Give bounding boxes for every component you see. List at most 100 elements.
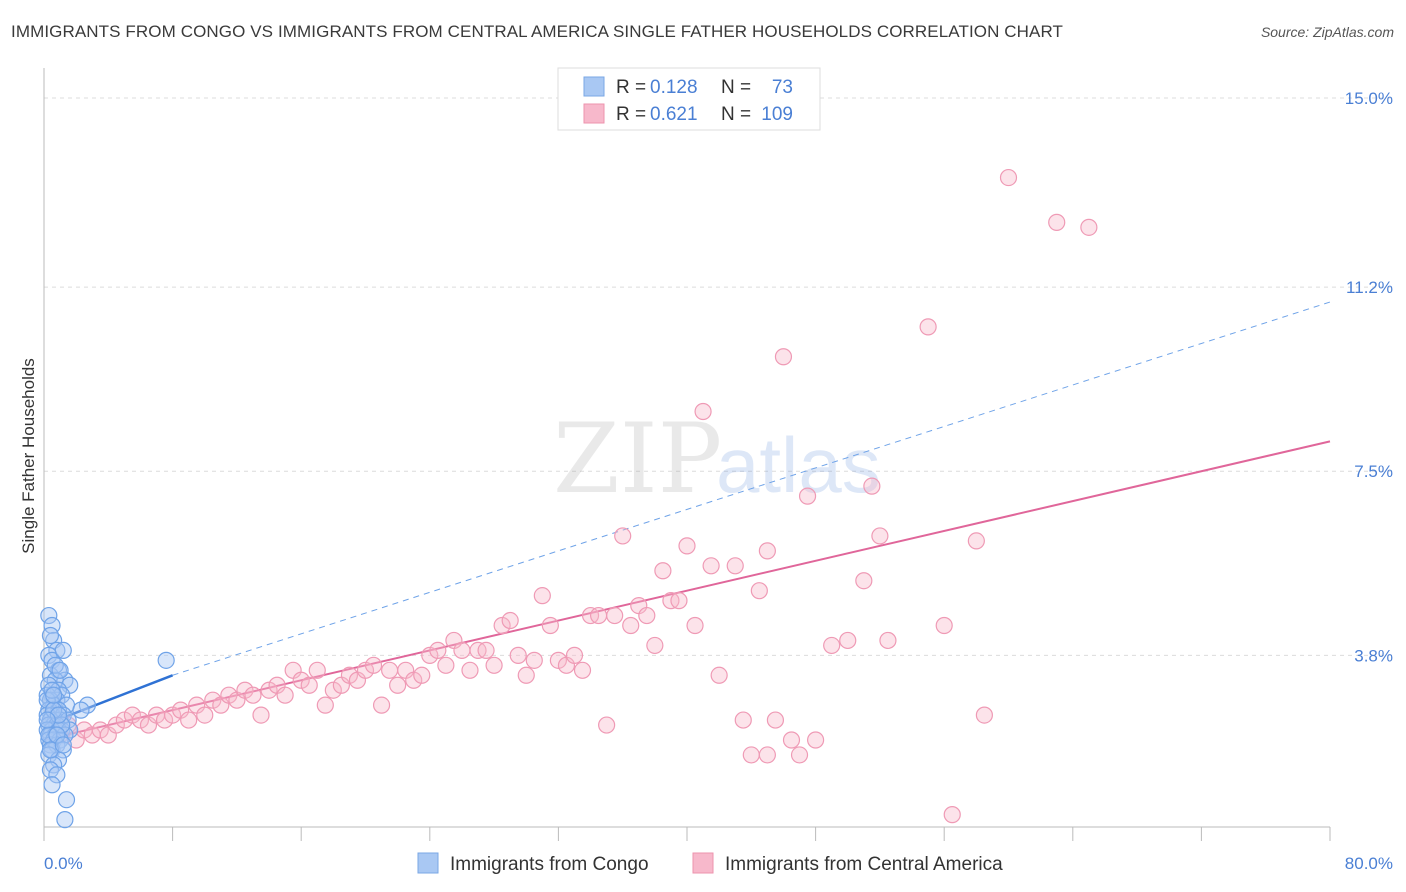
point-congo-55	[48, 766, 66, 784]
point-central-america-59	[525, 651, 543, 669]
point-congo-25	[72, 701, 90, 719]
watermark-atlas: atlas	[716, 421, 881, 509]
trend-line-congo-extension	[172, 301, 1331, 676]
point-central-america-79	[686, 616, 704, 635]
point-central-america-90	[782, 731, 801, 749]
point-congo-3	[41, 626, 60, 645]
point-central-america-28	[276, 686, 294, 704]
point-central-america-40	[372, 696, 391, 714]
legend-r-label-1: R =	[616, 77, 646, 98]
y-tick-labels: 3.8% 7.5% 11.2% 15.0%	[1345, 89, 1393, 665]
point-central-america-89	[774, 348, 793, 366]
point-central-america-67	[589, 606, 608, 625]
point-central-america-58	[517, 666, 535, 684]
point-central-america-51	[461, 661, 479, 679]
point-congo-66	[41, 741, 60, 759]
source-credit: Source: ZipAtlas.com	[1260, 24, 1394, 40]
point-central-america-83	[726, 557, 744, 575]
point-central-america-16	[180, 711, 198, 729]
point-central-america-84	[734, 711, 752, 729]
point-central-america-87	[758, 542, 776, 560]
point-central-america-53	[477, 641, 495, 659]
point-central-america-54	[485, 656, 503, 674]
point-congo-58	[56, 811, 74, 829]
legend-r-value-2: 0.621	[650, 104, 698, 125]
point-congo-59	[157, 651, 175, 669]
point-central-america-41	[381, 661, 399, 679]
point-central-america-47	[429, 641, 447, 659]
legend-n-value-2: 109	[761, 104, 793, 125]
point-central-america-18	[196, 706, 214, 724]
point-central-america-94	[823, 636, 841, 655]
trend-lines	[43, 301, 1331, 741]
point-central-america-69	[606, 606, 624, 625]
point-central-america-104	[975, 706, 993, 724]
trend-line-congo	[43, 674, 174, 727]
point-central-america-108	[758, 746, 776, 764]
point-central-america-101	[935, 616, 953, 635]
point-congo-69	[38, 711, 56, 729]
point-congo-70	[48, 726, 66, 744]
legend-n-label-2: N =	[721, 104, 751, 125]
point-congo-56	[43, 776, 61, 794]
point-central-america-98	[871, 527, 889, 545]
point-central-america-102	[943, 806, 961, 824]
point-central-america-50	[453, 641, 471, 659]
legend-r-value-1: 0.128	[650, 77, 698, 98]
point-congo-62	[51, 661, 69, 679]
point-congo-71	[54, 736, 72, 754]
top-legend: R = 0.128 N = 73 R = 0.621 N = 109	[557, 67, 821, 131]
point-central-america-80	[694, 402, 712, 421]
point-congo-72	[45, 686, 63, 704]
watermark: ZIP atlas	[553, 403, 881, 515]
point-central-america-25	[252, 706, 270, 724]
point-central-america-93	[806, 731, 825, 749]
point-central-america-103	[967, 532, 985, 550]
trend-line-central-america	[43, 440, 1331, 741]
point-central-america-95	[839, 631, 857, 650]
legend-swatch-congo	[583, 76, 605, 97]
y-tick-label-0: 3.8%	[1354, 646, 1393, 665]
point-central-america-85	[742, 746, 760, 764]
point-central-america-42	[389, 676, 407, 694]
point-central-america-32	[308, 661, 326, 679]
point-central-america-74	[646, 636, 664, 655]
point-congo-64	[45, 701, 63, 719]
grid-lines	[44, 97, 1394, 656]
point-central-america-81	[702, 557, 720, 575]
point-congo-7	[54, 641, 72, 659]
point-central-america-105	[999, 168, 1018, 187]
point-congo-0	[40, 606, 58, 625]
legend-r-label-2: R =	[616, 104, 646, 125]
y-tick-label-1: 7.5%	[1354, 462, 1393, 481]
x-tick-label-1: 80.0%	[1345, 854, 1393, 873]
point-central-america-75	[654, 562, 672, 580]
point-central-america-70	[614, 527, 632, 545]
point-central-america-96	[855, 572, 873, 590]
point-congo-17	[38, 686, 56, 704]
axes	[43, 68, 1331, 841]
bottom-legend-label-central-america: Immigrants from Central America	[725, 854, 1003, 875]
point-central-america-71	[622, 616, 640, 635]
point-central-america-106	[1048, 213, 1066, 231]
point-central-america-107	[1080, 218, 1098, 236]
point-central-america-82	[710, 666, 728, 684]
y-axis-label: Single Father Households	[19, 358, 38, 554]
y-tick-label-2: 11.2%	[1346, 278, 1393, 297]
legend-n-value-1: 73	[772, 77, 793, 98]
point-congo-61	[46, 656, 64, 674]
legend-swatch-central-america	[583, 103, 605, 124]
point-central-america-73	[638, 606, 656, 625]
point-central-america-39	[364, 656, 383, 674]
point-central-america-56	[501, 611, 519, 630]
point-central-america-100	[919, 318, 937, 336]
point-congo-67	[49, 706, 68, 724]
point-central-america-61	[541, 616, 559, 635]
point-central-america-78	[678, 537, 696, 555]
point-central-america-33	[316, 696, 334, 714]
watermark-zip: ZIP	[553, 403, 722, 515]
bottom-legend-swatch-congo	[417, 852, 439, 874]
chart-title: IMMIGRANTS FROM CONGO VS IMMIGRANTS FROM…	[11, 22, 1064, 41]
x-tick-label-0: 0.0%	[44, 854, 83, 873]
